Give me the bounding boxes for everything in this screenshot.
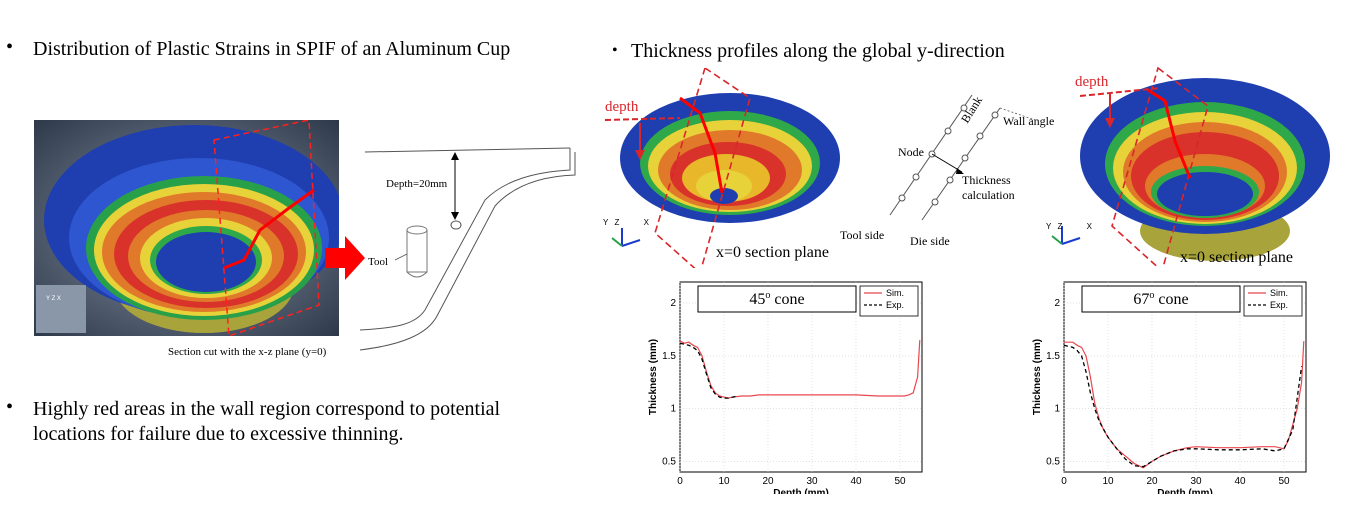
bullet-marker: • <box>6 396 14 418</box>
thickness-calc-label-2: calculation <box>962 188 1015 202</box>
triad-y-label: Y <box>1046 222 1052 231</box>
legend-label: Sim. <box>886 288 904 298</box>
series-line-sim <box>679 340 921 399</box>
y-tick-label: 0.5 <box>1046 456 1060 467</box>
x-tick-label: 40 <box>850 476 862 487</box>
series-line-exp <box>1063 344 1303 468</box>
series-line-exp <box>679 342 738 399</box>
schematic-depth-label: Depth=20mm <box>386 178 448 190</box>
chart-title: 45o cone <box>749 290 804 308</box>
bullet-failure-line1: Highly red areas in the wall region corr… <box>33 398 501 420</box>
y-tick-label: 1.5 <box>662 351 676 362</box>
triad-right-left: Y Z X <box>603 218 649 227</box>
section-cut-caption: Section cut with the x-z plane (y=0) <box>168 346 327 358</box>
x-tick-label: 40 <box>1234 476 1246 487</box>
y-tick-label: 1 <box>1054 404 1060 415</box>
thickness-calc-label-1: Thickness <box>962 173 1011 187</box>
strain-distribution-image: Y Z X <box>34 120 339 336</box>
bullet-thickness-profiles: Thickness profiles along the global y-di… <box>631 40 1005 62</box>
x-axis-label: Depth (mm) <box>1157 488 1213 494</box>
chart-title: 67o cone <box>1133 290 1188 308</box>
depth-label-left: depth <box>605 99 639 115</box>
bullet-plastic-strains: Distribution of Plastic Strains in SPIF … <box>33 38 511 60</box>
schematic-tool-label: Tool <box>368 256 389 268</box>
x-tick-label: 0 <box>677 476 683 487</box>
triad-right-right: Y Z X <box>1046 222 1092 231</box>
x-tick-label: 50 <box>1278 476 1290 487</box>
triad-z-label: Z <box>614 218 620 227</box>
wall-angle-label: Wall angle <box>1003 114 1055 128</box>
y-tick-label: 1.5 <box>1046 351 1060 362</box>
title-box <box>1081 285 1241 313</box>
thickness-calculation-diagram <box>889 94 1035 221</box>
x-tick-label: 30 <box>1190 476 1202 487</box>
y-axis-label: Thickness (mm) <box>648 339 659 415</box>
legend-label: Exp. <box>1270 300 1288 310</box>
section-plane-label-left: x=0 section plane <box>716 244 829 261</box>
x-tick-label: 20 <box>762 476 774 487</box>
y-tick-label: 1 <box>670 404 676 415</box>
cup-67-rendering <box>1051 66 1330 266</box>
x-tick-label: 30 <box>806 476 818 487</box>
spif-schematic <box>359 147 576 351</box>
thickness-chart-67-cone: 0 10 20 30 40 50 0.5 1 1.5 2 Depth (mm) Thickness (… <box>1032 281 1307 494</box>
bullet-failure-line2: locations for failure due to excessive t… <box>33 423 404 445</box>
y-tick-label: 0.5 <box>662 456 676 467</box>
y-tick-label: 2 <box>1054 298 1060 309</box>
x-tick-label: 10 <box>718 476 730 487</box>
x-tick-label: 0 <box>1061 476 1067 487</box>
x-axis-label: Depth (mm) <box>773 488 829 494</box>
title-box <box>697 285 857 313</box>
cup-rendering <box>34 120 339 336</box>
triad-z-label: Z <box>51 296 56 302</box>
right-arrow-icon <box>325 236 365 280</box>
x-tick-label: 20 <box>1146 476 1158 487</box>
bullet-marker: • <box>6 36 14 58</box>
y-tick-label: 2 <box>670 298 676 309</box>
triad-z-label: Z <box>1057 222 1063 231</box>
triad-left: Y Z X <box>46 296 61 302</box>
legend-box <box>1243 285 1303 317</box>
legend-label: Sim. <box>1270 288 1288 298</box>
tool-side-label: Tool side <box>840 228 885 242</box>
x-tick-label: 10 <box>1102 476 1114 487</box>
legend-box <box>859 285 919 317</box>
thickness-chart-45-cone: 0 10 20 30 40 50 0.5 1 1.5 2 Depth (mm) Thickness (… <box>648 281 923 494</box>
node-label: Node <box>898 145 924 159</box>
legend-label: Exp. <box>886 300 904 310</box>
bullet-marker: • <box>612 42 618 59</box>
triad-x-label: X <box>643 218 649 227</box>
triad-x-label: X <box>1086 222 1092 231</box>
triad-y-label: Y <box>46 296 50 302</box>
triad-x-label: X <box>56 296 61 302</box>
cup-45-rendering <box>604 68 840 268</box>
depth-label-right: depth <box>1075 74 1109 90</box>
y-axis-label: Thickness (mm) <box>1032 339 1043 415</box>
x-tick-label: 50 <box>894 476 906 487</box>
die-side-label: Die side <box>910 234 950 248</box>
triad-y-label: Y <box>603 218 609 227</box>
section-plane-label-right: x=0 section plane <box>1180 249 1293 266</box>
